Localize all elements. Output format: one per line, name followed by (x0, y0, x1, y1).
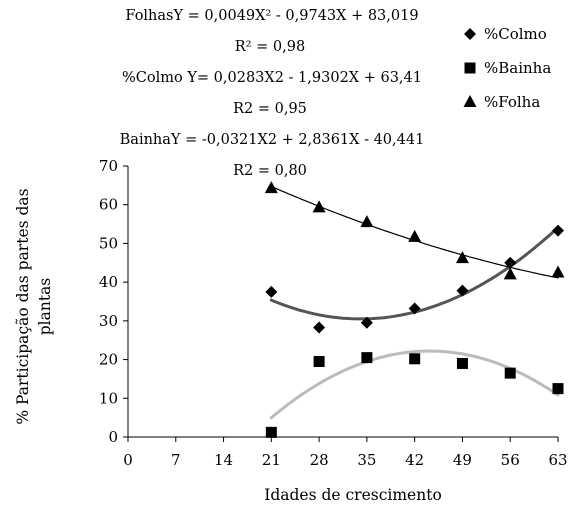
point-folha (408, 229, 422, 242)
y-tick-label: 30 (99, 312, 118, 330)
x-tick-label: 42 (405, 451, 424, 469)
equation-annotations: FolhasY = 0,0049X² - 0,9743X + 83,019 R² … (120, 8, 425, 179)
y-axis-title: % Participação das partes das plantas (14, 188, 54, 424)
y-axis-title-line: plantas (36, 278, 54, 336)
x-tick-label: 56 (501, 451, 520, 469)
point-folha (312, 200, 326, 213)
y-tick-label: 60 (99, 196, 118, 214)
legend: %Colmo %Bainha %Folha (463, 25, 551, 111)
y-ticks: 0 10 20 30 40 50 60 70 (99, 157, 128, 446)
y-tick-label: 50 (99, 234, 118, 252)
x-tick-label: 63 (548, 451, 567, 469)
point-bainha (409, 353, 421, 365)
x-tick-label: 28 (310, 451, 329, 469)
point-bainha (313, 356, 325, 368)
y-tick-label: 10 (99, 389, 118, 407)
x-tick-label: 21 (262, 451, 281, 469)
point-folha (455, 251, 469, 264)
x-tick-label: 35 (357, 451, 376, 469)
legend-marker-folha (463, 95, 477, 107)
point-colmo (360, 316, 373, 329)
y-axis-title-line: % Participação das partes das (14, 188, 32, 424)
point-colmo (313, 321, 326, 334)
trendlines (269, 185, 560, 420)
point-folha (360, 215, 374, 228)
y-tick-label: 0 (108, 428, 118, 446)
legend-label-colmo: %Colmo (484, 25, 547, 43)
x-tick-label: 7 (171, 451, 181, 469)
legend-label-folha: %Folha (484, 93, 540, 111)
point-bainha (265, 426, 277, 438)
annotation-bainha-r2: R2 = 0,80 (233, 163, 307, 179)
point-bainha (504, 367, 516, 379)
x-tick-label: 0 (123, 451, 133, 469)
point-colmo (265, 285, 278, 298)
point-bainha (456, 357, 468, 369)
point-colmo (504, 256, 517, 269)
legend-marker-bainha (464, 62, 476, 74)
annotation-colmo-r2: R2 = 0,95 (233, 101, 307, 117)
legend-marker-colmo (464, 28, 476, 40)
x-tick-label: 49 (453, 451, 472, 469)
point-colmo (408, 302, 421, 315)
axes (127, 166, 558, 438)
point-colmo (552, 224, 564, 237)
x-ticks: 0 7 14 21 28 35 42 49 56 63 (123, 437, 568, 469)
annotation-bainha-eq: BainhaY = -0,0321X2 + 2,8361X - 40,441 (120, 132, 425, 148)
annotation-folhas-eq: FolhasY = 0,0049X² - 0,9743X + 83,019 (125, 8, 418, 24)
data-points (264, 181, 565, 438)
x-axis-title: Idades de crescimento (264, 486, 442, 504)
point-folha (264, 181, 278, 194)
x-tick-label: 14 (214, 451, 233, 469)
point-folha (503, 267, 517, 280)
y-tick-label: 70 (99, 157, 118, 175)
point-bainha (552, 383, 564, 395)
y-tick-label: 40 (99, 273, 118, 291)
y-tick-label: 20 (99, 351, 118, 369)
annotation-colmo-eq: %Colmo Y= 0,0283X2 - 1,9302X + 63,41 (122, 70, 422, 86)
legend-label-bainha: %Bainha (484, 59, 551, 77)
point-colmo (456, 284, 469, 297)
point-bainha (361, 352, 373, 364)
point-folha (551, 265, 565, 278)
annotation-folhas-r2: R² = 0,98 (235, 39, 305, 55)
